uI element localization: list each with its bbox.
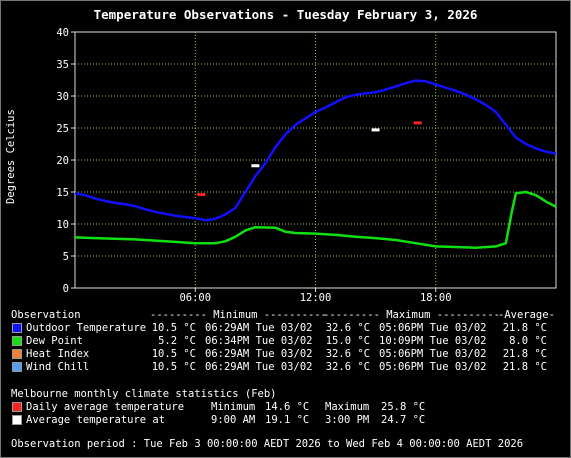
climate-heading: Melbourne monthly climate statistics (Fe… — [11, 388, 277, 400]
climate-marker — [371, 128, 380, 132]
average-time-2: 3:00 PM — [325, 414, 370, 426]
y-tick-label: 0 — [63, 283, 69, 295]
daily-average-swatch — [12, 402, 22, 412]
row-max-time: 10:09PM Tue 03/02 — [379, 335, 487, 347]
row-min: 10.5 °C — [151, 348, 196, 360]
observation-period: Observation period : Tue Feb 3 00:00:00 … — [11, 438, 524, 450]
row-min: 5.2 °C — [158, 335, 196, 347]
climate-marker — [197, 193, 206, 197]
table-header-minimum: --------- Minimum ---------- — [150, 309, 328, 321]
row-min-time: 06:29AM Tue 03/02 — [205, 322, 313, 334]
climate-marker — [413, 121, 422, 125]
x-tick-label: 12:00 — [300, 292, 332, 304]
y-tick-label: 5 — [63, 251, 69, 263]
daily-min-label: Minimum — [211, 401, 256, 413]
average-temp-label: Average temperature at — [26, 414, 166, 426]
legend-swatch-1 — [12, 336, 22, 346]
row-min-time: 06:34PM Tue 03/02 — [205, 335, 313, 347]
row-avg: 21.8 °C — [502, 361, 547, 373]
table-header-maximum: --------- Maximum ---------- — [323, 309, 501, 321]
table-header-observation: Observation — [11, 309, 81, 321]
average-temp-swatch — [12, 415, 22, 425]
row-name: Wind Chill — [26, 361, 90, 373]
series-line-outdoor-temperature — [74, 79, 557, 222]
y-tick-label: 15 — [56, 187, 69, 199]
row-min: 10.5 °C — [151, 322, 196, 334]
average-time-1: 9:00 AM — [211, 414, 256, 426]
series-line-dew-point — [74, 190, 557, 249]
y-tick-label: 40 — [56, 27, 69, 39]
legend-swatch-3 — [12, 362, 22, 372]
daily-max-label: Maximum — [325, 401, 370, 413]
row-max-time: 05:06PM Tue 03/02 — [379, 322, 487, 334]
average-value-1: 19.1 °C — [265, 414, 310, 426]
daily-min-value: 14.6 °C — [265, 401, 310, 413]
row-avg: 21.8 °C — [502, 348, 547, 360]
y-tick-label: 30 — [56, 91, 69, 103]
row-avg: 21.8 °C — [502, 322, 547, 334]
y-tick-label: 10 — [56, 219, 69, 231]
row-max: 15.0 °C — [325, 335, 370, 347]
temperature-chart: 0 5 10 15 20 25 30 35 40 06:00 12:00 18:00 — [56, 27, 557, 304]
climate-marker — [251, 164, 260, 168]
chart-title: Temperature Observations - Tuesday Febru… — [93, 7, 478, 22]
daily-average-label: Daily average temperature — [26, 401, 185, 413]
table-header-average: -Average- — [498, 309, 555, 321]
row-name: Outdoor Temperature — [26, 322, 147, 334]
row-max: 32.6 °C — [325, 322, 370, 334]
x-tick-label: 18:00 — [420, 292, 452, 304]
legend-swatch-0 — [12, 323, 22, 333]
row-min: 10.5 °C — [151, 361, 196, 373]
y-tick-label: 35 — [56, 59, 69, 71]
row-avg: 8.0 °C — [509, 335, 547, 347]
row-name: Dew Point — [26, 335, 83, 347]
row-max-time: 05:06PM Tue 03/02 — [379, 361, 487, 373]
row-max: 32.6 °C — [325, 361, 370, 373]
legend-swatch-2 — [12, 349, 22, 359]
daily-max-value: 25.8 °C — [381, 401, 426, 413]
row-max-time: 05:06PM Tue 03/02 — [379, 348, 487, 360]
row-max: 32.6 °C — [325, 348, 370, 360]
y-tick-label: 20 — [56, 155, 69, 167]
row-min-time: 06:29AM Tue 03/02 — [205, 348, 313, 360]
y-tick-label: 25 — [56, 123, 69, 135]
row-name: Heat Index — [26, 348, 90, 360]
x-tick-label: 06:00 — [179, 292, 211, 304]
average-value-2: 24.7 °C — [381, 414, 426, 426]
row-min-time: 06:29AM Tue 03/02 — [205, 361, 313, 373]
